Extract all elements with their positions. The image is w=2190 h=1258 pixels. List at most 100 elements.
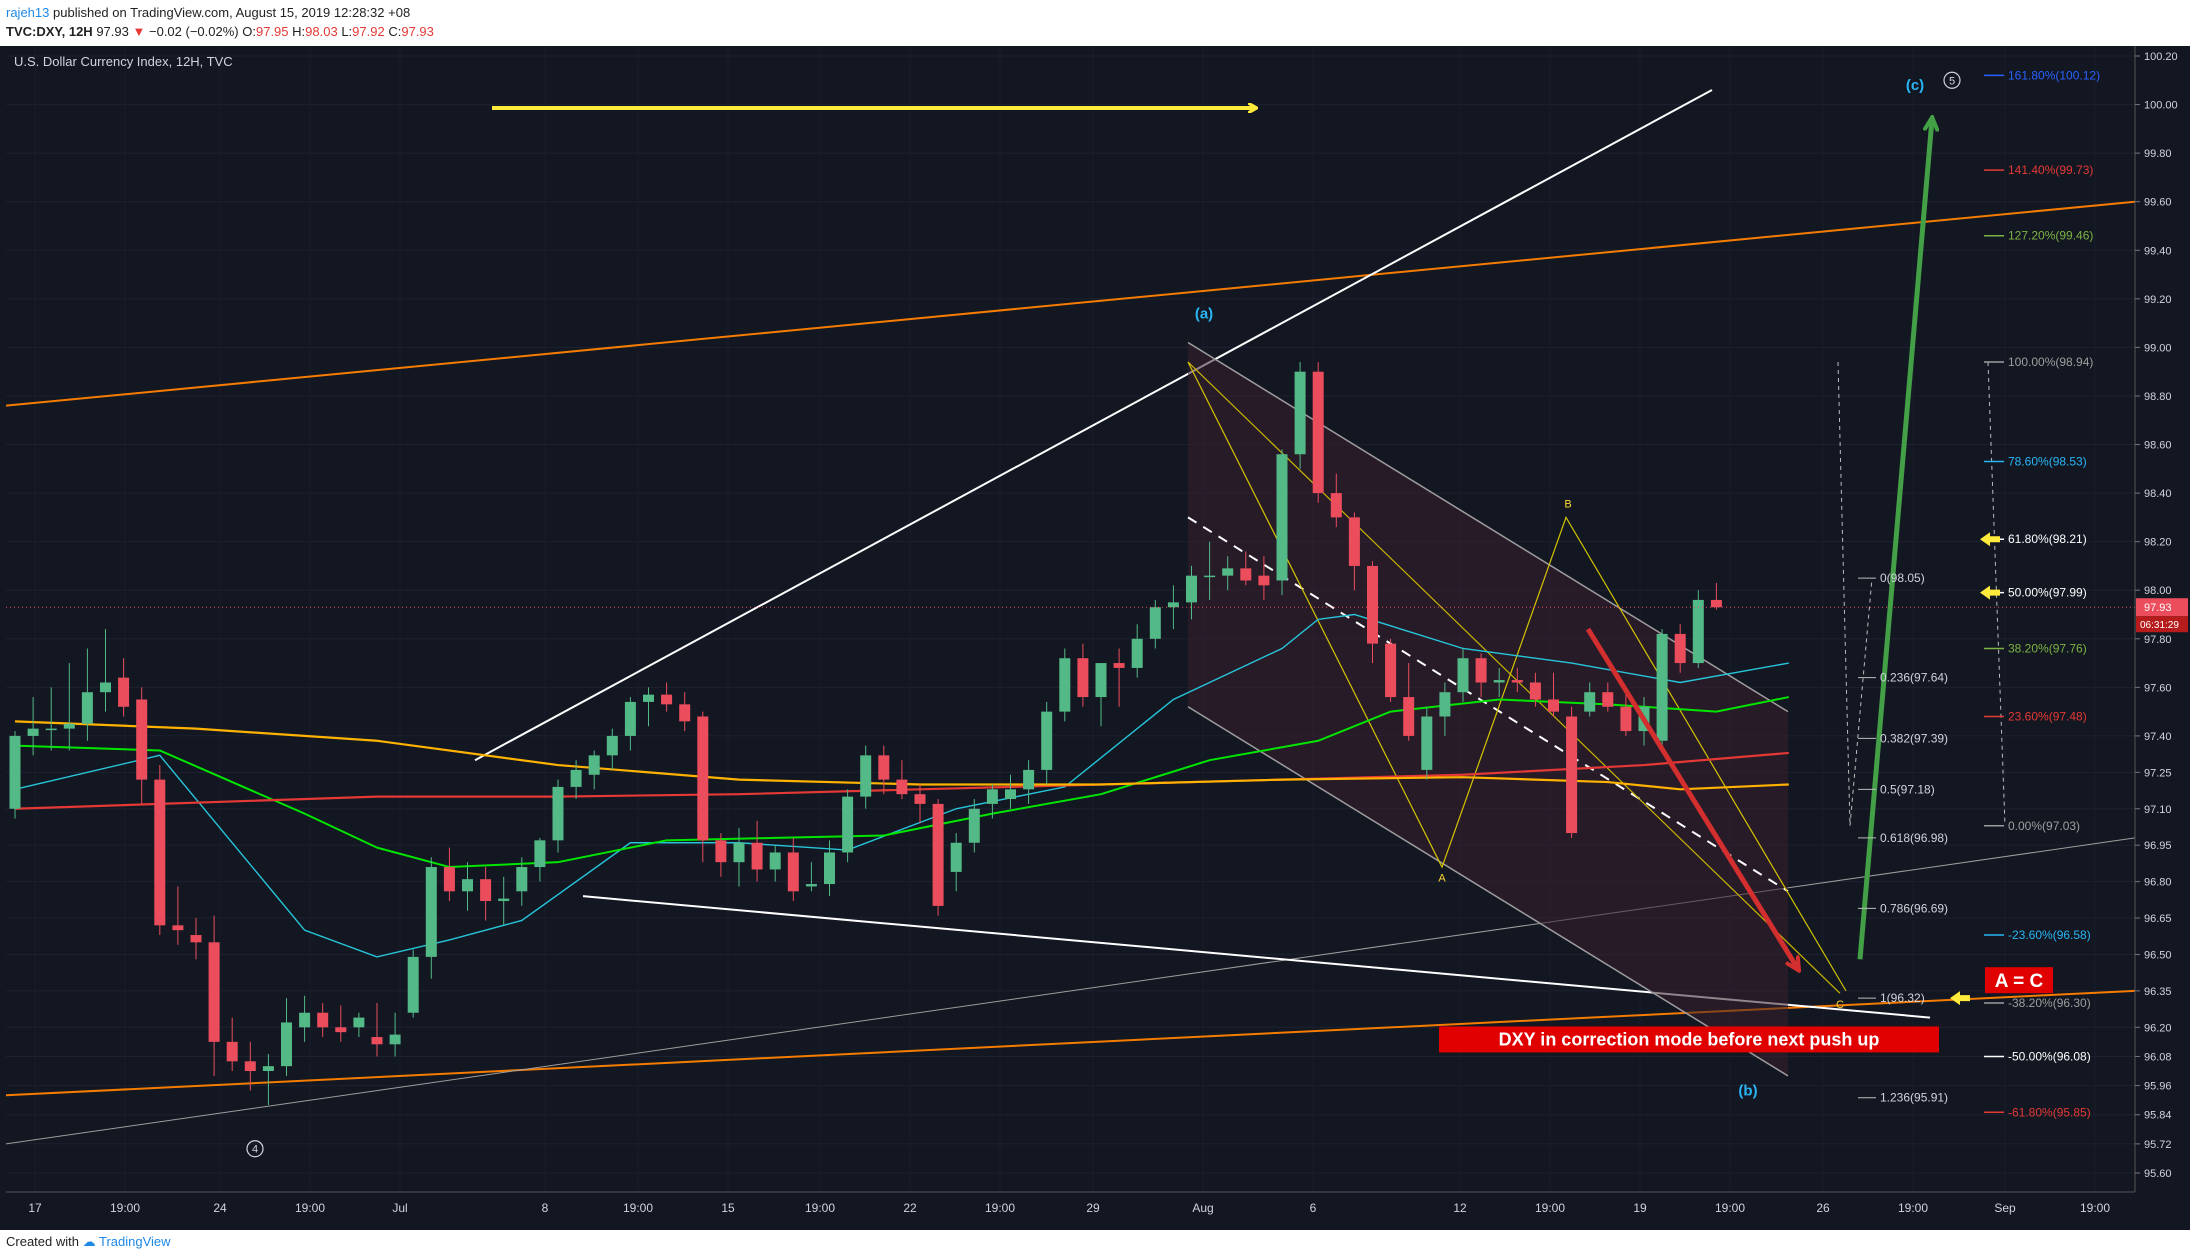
candle[interactable] — [787, 837, 799, 902]
candle[interactable] — [570, 760, 582, 800]
candle[interactable] — [588, 750, 600, 790]
candle[interactable] — [1240, 551, 1252, 586]
candle[interactable] — [45, 687, 57, 751]
candle[interactable] — [1493, 667, 1505, 698]
candle[interactable] — [1710, 582, 1722, 610]
candle[interactable] — [1421, 706, 1433, 780]
candle[interactable] — [63, 663, 75, 751]
candle[interactable] — [118, 658, 130, 717]
candle[interactable] — [1095, 663, 1107, 727]
candle[interactable] — [824, 840, 835, 897]
candle[interactable] — [1548, 672, 1559, 717]
candle[interactable] — [1005, 774, 1016, 809]
candle[interactable] — [1294, 361, 1306, 469]
candle[interactable] — [1511, 667, 1523, 693]
candle[interactable] — [1566, 706, 1578, 838]
candle[interactable] — [1023, 760, 1035, 804]
chart-canvas[interactable]: 0(98.05) 0.236(97.64) 0.382(97.39) 0.5(97.1… — [0, 46, 2190, 1230]
candle[interactable] — [1312, 361, 1324, 503]
candle[interactable] — [371, 1003, 383, 1057]
candle[interactable] — [715, 833, 727, 877]
tradingview-brand[interactable]: TradingView — [99, 1234, 171, 1249]
candle[interactable] — [443, 847, 455, 902]
candle[interactable] — [27, 697, 39, 756]
candle[interactable] — [1602, 682, 1614, 712]
candle[interactable] — [1041, 701, 1053, 785]
candle[interactable] — [281, 998, 292, 1076]
candle[interactable] — [136, 687, 148, 804]
candle[interactable] — [860, 745, 872, 809]
candle[interactable] — [534, 837, 546, 882]
candle[interactable] — [353, 1012, 365, 1038]
candle[interactable] — [262, 1054, 274, 1106]
candle[interactable] — [661, 682, 673, 712]
candle[interactable] — [896, 760, 908, 800]
candle[interactable] — [1367, 561, 1378, 664]
candle[interactable] — [1584, 682, 1596, 717]
price-axis[interactable]: 100.20 100.00 99.80 99.60 99.40 99.20 99.00 98.… — [2134, 46, 2190, 1230]
candle[interactable] — [751, 820, 763, 882]
candle[interactable] — [878, 745, 890, 795]
candle[interactable] — [1131, 624, 1143, 678]
candle[interactable] — [1475, 653, 1487, 698]
candle[interactable] — [769, 845, 781, 882]
candle[interactable] — [1457, 648, 1469, 702]
candle[interactable] — [968, 799, 980, 853]
candle[interactable] — [226, 1017, 238, 1072]
candle[interactable] — [552, 779, 564, 853]
candle[interactable] — [516, 857, 528, 906]
y-tick-label: 99.00 — [2144, 342, 2172, 354]
candle[interactable] — [154, 765, 166, 936]
candle[interactable] — [299, 995, 311, 1042]
candle[interactable] — [208, 915, 220, 1076]
candle[interactable] — [1204, 541, 1216, 600]
candle[interactable] — [1674, 624, 1686, 673]
candle[interactable] — [172, 886, 184, 945]
candle[interactable] — [462, 862, 473, 911]
candle[interactable] — [1059, 648, 1071, 722]
candle[interactable] — [480, 867, 492, 921]
candle[interactable] — [81, 648, 93, 741]
candle[interactable] — [1113, 648, 1125, 707]
candle[interactable] — [1385, 638, 1397, 702]
candle[interactable] — [679, 692, 691, 732]
candle[interactable] — [914, 784, 926, 824]
candle[interactable] — [389, 1012, 401, 1057]
candle[interactable] — [9, 731, 21, 819]
candle[interactable] — [624, 697, 636, 751]
candle[interactable] — [335, 1005, 347, 1042]
time-axis[interactable]: 17 19:00 24 19:00 Jul 8 19:00 15 19:00 22 19:00 29 A… — [6, 1191, 2135, 1215]
candle[interactable] — [932, 799, 944, 916]
candle[interactable] — [100, 629, 111, 712]
candle[interactable] — [733, 828, 745, 887]
candle[interactable] — [1222, 556, 1234, 591]
candle[interactable] — [1276, 449, 1288, 596]
candle[interactable] — [1186, 565, 1197, 620]
candle[interactable] — [190, 918, 202, 960]
candle[interactable] — [1258, 556, 1270, 600]
candle[interactable] — [407, 949, 419, 1018]
candle[interactable] — [317, 1003, 329, 1038]
candle[interactable] — [1330, 473, 1342, 528]
candle[interactable] — [244, 1041, 256, 1091]
candle[interactable] — [1529, 672, 1541, 707]
candle[interactable] — [1167, 585, 1179, 630]
candle[interactable] — [1403, 663, 1415, 741]
candle[interactable] — [842, 789, 854, 863]
candle[interactable] — [805, 862, 817, 892]
candle[interactable] — [1149, 599, 1161, 649]
candle[interactable] — [643, 687, 654, 727]
candle[interactable] — [1077, 643, 1089, 707]
candle[interactable] — [950, 833, 962, 892]
candle[interactable] — [498, 876, 510, 926]
candle[interactable] — [697, 711, 709, 863]
author-link[interactable]: rajeh13 — [6, 5, 50, 20]
candle[interactable] — [1439, 682, 1451, 736]
candle[interactable] — [1692, 590, 1704, 668]
candle[interactable] — [606, 728, 618, 770]
candle[interactable] — [1656, 629, 1668, 751]
candle[interactable] — [986, 784, 998, 819]
candle[interactable] — [1348, 512, 1360, 591]
candle[interactable] — [425, 857, 437, 979]
candle[interactable] — [1620, 687, 1632, 736]
